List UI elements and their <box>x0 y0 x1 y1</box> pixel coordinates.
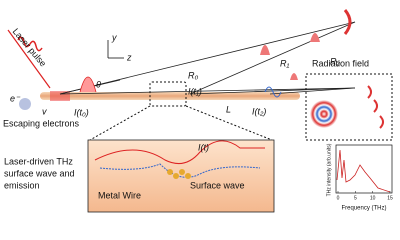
field-arcs <box>367 85 384 129</box>
x-tick-label: 10 <box>370 195 376 201</box>
label-r2: R₂ <box>330 56 340 66</box>
current-pulse <box>264 86 282 98</box>
surface-current <box>94 140 265 165</box>
hot-spot <box>50 91 70 101</box>
pulse <box>260 45 270 55</box>
charges <box>167 169 191 179</box>
spectrum-inset <box>335 144 393 194</box>
label-length: L <box>226 104 231 114</box>
inset-xlabel: Frequency (THz) <box>341 206 386 212</box>
surface-wave <box>99 163 261 178</box>
current-pulse <box>79 76 97 93</box>
spectrum <box>336 149 391 193</box>
surface-label: Surface wave <box>190 180 245 190</box>
caption: Laser-driven THz <box>4 156 73 166</box>
zoom-line <box>89 105 151 141</box>
zoom-line <box>185 105 273 141</box>
x-tick-label: 15 <box>387 195 393 201</box>
ring-pattern <box>310 100 338 128</box>
diagram: Laser pulse y z R₀ R₁ R₂ θ e⁻ v I(t₀) I(… <box>3 9 393 213</box>
label-current: I(t₀) <box>74 107 89 117</box>
detector <box>343 9 352 35</box>
pulse <box>310 33 320 42</box>
label-r0: R₀ <box>188 70 198 80</box>
escaping-label: Escaping electrons <box>3 118 80 128</box>
caption: emission <box>4 180 40 190</box>
laser-label: Laser pulse <box>11 26 49 68</box>
laser-beam <box>7 29 51 89</box>
pulse <box>290 73 298 80</box>
laser-wave <box>17 36 43 52</box>
label-r1: R₁ <box>280 58 289 68</box>
electrons <box>19 98 31 110</box>
zoom-box <box>149 81 187 107</box>
wire <box>40 92 300 100</box>
label-current: I(t₂) <box>252 106 266 116</box>
radiation-title: Radiation field <box>312 58 369 68</box>
axis-label: z <box>126 52 132 62</box>
x-tick-label: 0 <box>337 195 340 201</box>
label-electron: e⁻ <box>10 93 21 103</box>
rays <box>59 21 356 95</box>
label-theta: θ <box>96 79 101 89</box>
label-current: I(t₁) <box>188 86 202 96</box>
metal-label: Metal Wire <box>98 190 141 200</box>
caption: surface wave and <box>4 168 75 178</box>
label-current: I(t) <box>198 142 209 152</box>
metal-panel <box>87 139 275 213</box>
inset-ylabel: THz intensity (arb.units) <box>326 143 332 196</box>
axis-label: y <box>111 32 117 42</box>
x-tick-label: 5 <box>354 195 357 201</box>
label-velocity: v <box>42 106 47 116</box>
